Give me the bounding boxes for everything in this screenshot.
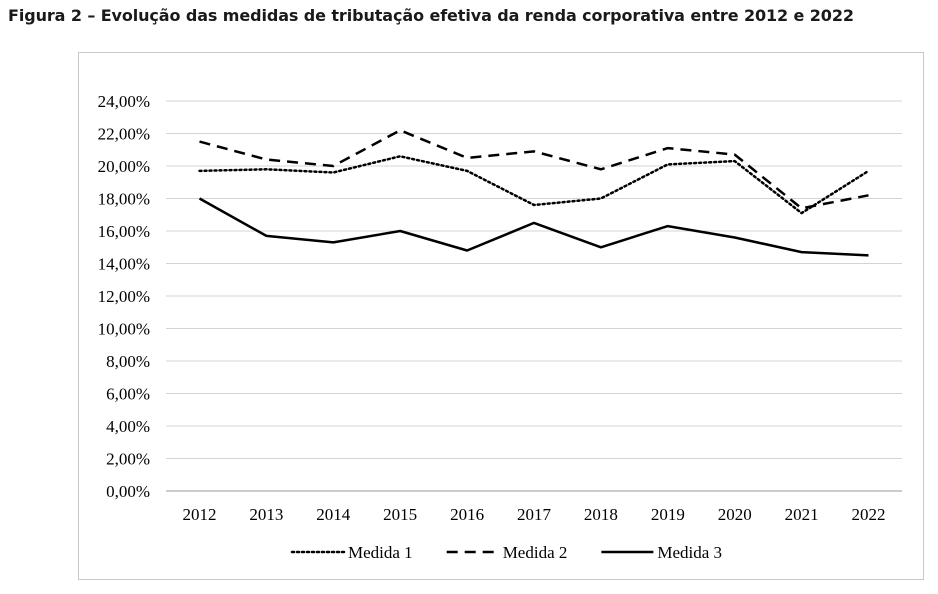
- x-tick-label: 2018: [584, 505, 618, 524]
- chart-frame: [78, 52, 924, 580]
- y-tick-label: 18,00%: [98, 190, 150, 209]
- legend: Medida 1 Medida 2 Medida 3: [290, 543, 722, 562]
- y-tick-label: 16,00%: [98, 222, 150, 241]
- series-lines: [198, 129, 870, 257]
- x-tick-label: 2020: [718, 505, 752, 524]
- y-tick-label: 6,00%: [106, 385, 150, 404]
- x-tick-label: 2015: [383, 505, 417, 524]
- y-tick-label: 10,00%: [98, 320, 150, 339]
- series-line-medida-3: [198, 197, 869, 257]
- x-tick-label: 2019: [651, 505, 685, 524]
- y-tick-label: 2,00%: [106, 450, 150, 469]
- y-tick-label: 24,00%: [98, 92, 150, 111]
- legend-label: Medida 2: [503, 543, 568, 562]
- series-line-medida-1: [198, 155, 870, 215]
- x-tick-label: 2016: [450, 505, 484, 524]
- series-line-medida-2: [199, 129, 869, 210]
- y-tick-label: 0,00%: [106, 482, 150, 501]
- x-axis-tick-labels: 2012 2013 2014 2015 2016 2017 2018 2019 2020 2021…: [182, 505, 885, 524]
- x-tick-label: 2012: [182, 505, 216, 524]
- y-tick-label: 8,00%: [106, 352, 150, 371]
- y-axis-tick-labels: 0,00% 2,00% 4,00% 6,00% 8,00% 10,00% 12,00% 14,…: [98, 92, 150, 501]
- figure-title: Figura 2 – Evolução das medidas de tribu…: [8, 6, 854, 25]
- y-tick-label: 20,00%: [98, 157, 150, 176]
- x-tick-label: 2014: [316, 505, 351, 524]
- legend-label: Medida 3: [657, 543, 722, 562]
- x-tick-label: 2021: [785, 505, 819, 524]
- legend-label: Medida 1: [348, 543, 413, 562]
- x-tick-label: 2013: [249, 505, 283, 524]
- x-tick-label: 2022: [852, 505, 886, 524]
- x-tick-label: 2017: [517, 505, 552, 524]
- y-tick-label: 12,00%: [98, 287, 150, 306]
- y-tick-label: 22,00%: [98, 125, 150, 144]
- gridlines: [166, 100, 902, 492]
- y-tick-label: 4,00%: [106, 417, 150, 436]
- y-tick-label: 14,00%: [98, 255, 150, 274]
